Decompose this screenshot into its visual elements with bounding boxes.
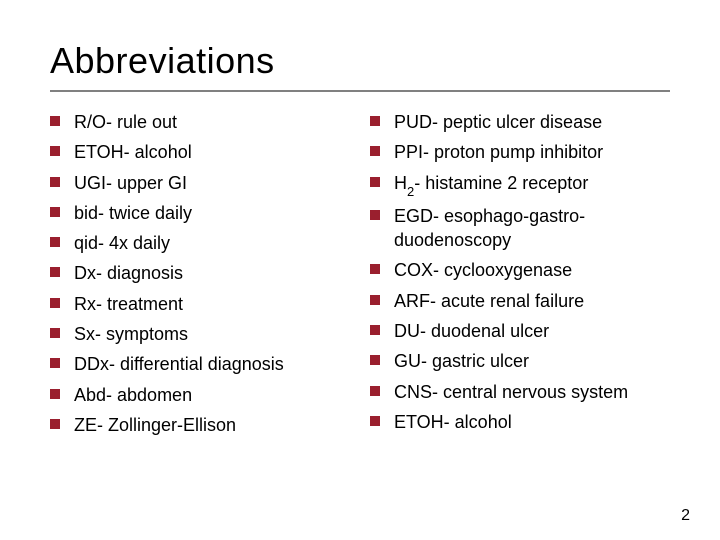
square-bullet-icon	[370, 116, 380, 126]
list-item: PPI- proton pump inhibitor	[370, 140, 670, 164]
square-bullet-icon	[50, 389, 60, 399]
list-item: DDx- differential diagnosis	[50, 352, 350, 376]
list-item-text: PPI- proton pump inhibitor	[394, 140, 603, 164]
list-item-text: Dx- diagnosis	[74, 261, 183, 285]
list-item-text: Abd- abdomen	[74, 383, 192, 407]
list-item-text: EGD- esophago-gastro-duodenoscopy	[394, 204, 670, 253]
list-item-text: Sx- symptoms	[74, 322, 188, 346]
square-bullet-icon	[50, 358, 60, 368]
square-bullet-icon	[370, 264, 380, 274]
square-bullet-icon	[370, 386, 380, 396]
list-item-text: ARF- acute renal failure	[394, 289, 584, 313]
square-bullet-icon	[50, 419, 60, 429]
list-item: EGD- esophago-gastro-duodenoscopy	[370, 204, 670, 253]
square-bullet-icon	[50, 146, 60, 156]
columns: R/O- rule out ETOH- alcohol UGI- upper GI b…	[50, 110, 670, 443]
list-item: DU- duodenal ulcer	[370, 319, 670, 343]
list-item: bid- twice daily	[50, 201, 350, 225]
right-column: PUD- peptic ulcer disease PPI- proton pum…	[370, 110, 670, 443]
list-item: ARF- acute renal failure	[370, 289, 670, 313]
list-item: Rx- treatment	[50, 292, 350, 316]
list-item-text: ETOH- alcohol	[74, 140, 192, 164]
square-bullet-icon	[50, 116, 60, 126]
list-item: Abd- abdomen	[50, 383, 350, 407]
page-number: 2	[681, 507, 690, 525]
square-bullet-icon	[370, 355, 380, 365]
list-item: CNS- central nervous system	[370, 380, 670, 404]
square-bullet-icon	[370, 210, 380, 220]
list-item-text: COX- cyclooxygenase	[394, 258, 572, 282]
list-item-text: PUD- peptic ulcer disease	[394, 110, 602, 134]
list-item-text: bid- twice daily	[74, 201, 192, 225]
list-item-text: UGI- upper GI	[74, 171, 187, 195]
list-item-text: R/O- rule out	[74, 110, 177, 134]
divider	[50, 90, 670, 92]
list-item-text: ETOH- alcohol	[394, 410, 512, 434]
square-bullet-icon	[370, 295, 380, 305]
left-column: R/O- rule out ETOH- alcohol UGI- upper GI b…	[50, 110, 350, 443]
square-bullet-icon	[50, 207, 60, 217]
square-bullet-icon	[370, 146, 380, 156]
list-item: ETOH- alcohol	[370, 410, 670, 434]
list-item: PUD- peptic ulcer disease	[370, 110, 670, 134]
list-item: Sx- symptoms	[50, 322, 350, 346]
square-bullet-icon	[50, 237, 60, 247]
square-bullet-icon	[50, 177, 60, 187]
list-item: R/O- rule out	[50, 110, 350, 134]
square-bullet-icon	[50, 328, 60, 338]
square-bullet-icon	[370, 325, 380, 335]
slide-title: Abbreviations	[50, 40, 670, 82]
list-item: UGI- upper GI	[50, 171, 350, 195]
list-item-text: DDx- differential diagnosis	[74, 352, 284, 376]
list-item-text: CNS- central nervous system	[394, 380, 628, 404]
square-bullet-icon	[50, 298, 60, 308]
list-item: qid- 4x daily	[50, 231, 350, 255]
list-item-text: ZE- Zollinger-Ellison	[74, 413, 236, 437]
list-item: Dx- diagnosis	[50, 261, 350, 285]
list-item: H2- histamine 2 receptor	[370, 171, 670, 198]
list-item-text: H2- histamine 2 receptor	[394, 171, 588, 198]
list-item-text: DU- duodenal ulcer	[394, 319, 549, 343]
square-bullet-icon	[50, 267, 60, 277]
slide: Abbreviations R/O- rule out ETOH- alcohol…	[0, 0, 720, 540]
square-bullet-icon	[370, 177, 380, 187]
list-item: ETOH- alcohol	[50, 140, 350, 164]
list-item-text: qid- 4x daily	[74, 231, 170, 255]
list-item-text: GU- gastric ulcer	[394, 349, 529, 373]
list-item: ZE- Zollinger-Ellison	[50, 413, 350, 437]
square-bullet-icon	[370, 416, 380, 426]
list-item-text: Rx- treatment	[74, 292, 183, 316]
list-item: COX- cyclooxygenase	[370, 258, 670, 282]
list-item: GU- gastric ulcer	[370, 349, 670, 373]
